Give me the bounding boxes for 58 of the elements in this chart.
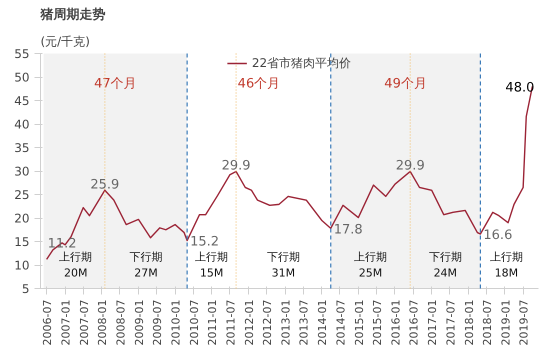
x-tick-label: 2007-07 [78, 299, 91, 346]
x-tick-label: 2008-01 [96, 299, 110, 346]
data-label: 15.2 [190, 234, 220, 250]
y-tick-label: 40 [14, 118, 30, 132]
annotation: 下行期 27M [129, 250, 162, 280]
annotation: 上行期 25M [354, 250, 387, 280]
y-tick-label: 20 [14, 212, 30, 226]
x-tick-label: 2009-07 [151, 299, 164, 346]
x-tick-label: 2011-07 [224, 299, 238, 346]
y-tick-label: 5 [22, 282, 30, 296]
x-tick-label: 2009-01 [132, 299, 146, 346]
data-label: 29.9 [222, 158, 251, 174]
x-tick-label: 2015-01 [352, 299, 366, 346]
x-tick-label: 2018-07 [481, 299, 494, 346]
y-tick-label: 45 [14, 94, 30, 108]
x-tick-label: 2012-01 [242, 299, 256, 346]
band-label: 47个月 [94, 76, 137, 92]
x-tick-label: 2013-01 [280, 299, 293, 346]
annotation: 下行期 31M [266, 250, 300, 280]
y-tick-label: 25 [14, 188, 30, 202]
x-tick-label: 2006-07 [41, 299, 54, 346]
data-label: 25.9 [90, 177, 120, 192]
x-tick-label: 2018-01 [462, 299, 476, 346]
x-tick-label: 2019-01 [499, 299, 512, 346]
x-tick-label: 2012-07 [261, 299, 274, 346]
x-tick-label: 2007-01 [60, 299, 73, 346]
annotation: 上行期 15M [195, 250, 228, 280]
y-tick-label: 15 [14, 235, 30, 249]
annotation: 上行期 20M [59, 250, 92, 280]
x-tick-label: 2017-07 [444, 299, 458, 346]
x-tick-label: 2016-07 [408, 299, 421, 346]
x-tick-label: 2013-07 [298, 299, 311, 346]
x-tick-label: 2017-01 [426, 299, 440, 346]
x-tick-label: 2014-07 [334, 299, 348, 346]
y-tick-label: 10 [14, 258, 30, 272]
x-tick-label: 2008-07 [114, 299, 128, 346]
x-tick-label: 2015-07 [371, 299, 384, 346]
y-tick-label: 35 [14, 141, 30, 155]
data-label: 48.0 [505, 80, 534, 96]
x-tick-label: 2019-07 [518, 299, 531, 346]
x-tick-label: 2016-01 [389, 299, 402, 346]
legend-label: 22省市猪肉平均价 [252, 54, 352, 72]
x-tick-label: 2010-07 [188, 299, 201, 346]
y-axis-title: (元/千克) [40, 34, 90, 48]
annotation: 46个月 [238, 76, 280, 92]
y-tick-label: 55 [14, 47, 30, 61]
y-tick-label: 50 [14, 70, 30, 84]
x-tick-label: 2011-01 [206, 299, 220, 346]
chart-title: 猪周期走势 [40, 6, 106, 22]
x-tick-label: 2010-01 [170, 299, 183, 346]
band-label: 49个月 [384, 76, 427, 92]
y-tick-label: 30 [14, 164, 30, 178]
annotation: 上行期 18M [490, 250, 523, 280]
x-tick-label: 2014-01 [316, 299, 330, 346]
data-label: 29.9 [396, 158, 425, 174]
data-label: 16.6 [483, 228, 512, 243]
annotation: 下行期 24M [428, 250, 462, 280]
data-label: 17.8 [334, 222, 363, 238]
